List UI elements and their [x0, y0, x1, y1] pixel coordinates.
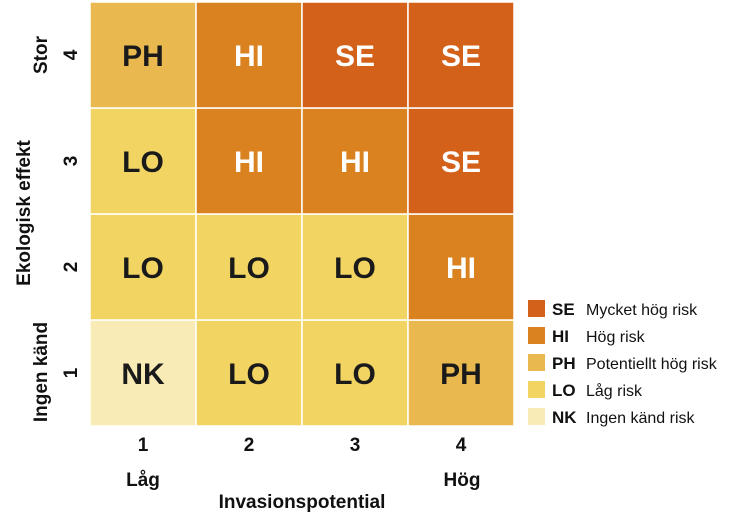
y-tick-label: 3	[61, 156, 82, 167]
y-axis-ticks: 1 2 3 4	[61, 49, 82, 378]
matrix-cell-label: LO	[334, 252, 376, 285]
matrix-cell	[195, 319, 303, 427]
legend-code: HI	[552, 327, 569, 346]
legend-label: Potentiellt hög risk	[586, 356, 718, 373]
legend-swatch	[528, 300, 545, 317]
legend-label: Hög risk	[586, 329, 646, 346]
matrix-cell	[407, 319, 515, 427]
legend-code: NK	[552, 408, 577, 427]
legend-swatch	[528, 381, 545, 398]
matrix-cell	[89, 213, 197, 321]
matrix-cell	[195, 107, 303, 215]
legend-item: NK Ingen känd risk	[528, 408, 696, 427]
x-tick-label: 2	[244, 435, 255, 456]
x-axis-ticks: 1 2 3 4	[138, 435, 467, 456]
y-axis-high-label: Stor	[31, 35, 52, 74]
x-tick-label: 3	[350, 435, 361, 456]
matrix-cell-label: HI	[234, 40, 264, 73]
y-tick-label: 4	[61, 49, 82, 60]
x-axis-title: Invasionspotential	[219, 492, 386, 513]
matrix-cell-label: LO	[122, 252, 164, 285]
matrix-cells: NK LO LO PH LO LO LO HI LO HI HI SE PH HI SE SE	[89, 1, 515, 427]
legend-code: LO	[552, 381, 576, 400]
x-axis-high-label: Hög	[444, 470, 481, 491]
legend-swatch	[528, 354, 545, 371]
legend-item: PH Potentiellt hög risk	[528, 354, 718, 373]
matrix-cell	[89, 319, 197, 427]
matrix-cell-label: LO	[228, 358, 270, 391]
matrix-cell-label: SE	[441, 146, 481, 179]
y-axis-title: Ekologisk effekt	[14, 139, 35, 285]
matrix-cell	[195, 213, 303, 321]
legend-swatch	[528, 327, 545, 344]
matrix-cell	[195, 1, 303, 109]
legend-item: SE Mycket hög risk	[528, 300, 698, 319]
matrix-cell-label: PH	[122, 40, 164, 73]
legend-code: SE	[552, 300, 575, 319]
legend-item: LO Låg risk	[528, 381, 643, 400]
x-tick-label: 1	[138, 435, 149, 456]
legend-label: Ingen känd risk	[586, 410, 696, 427]
x-tick-label: 4	[456, 435, 467, 456]
matrix-cell	[407, 107, 515, 215]
matrix-cell	[407, 213, 515, 321]
matrix-cell-label: HI	[446, 252, 476, 285]
matrix-cell-label: LO	[334, 358, 376, 391]
matrix-cell-label: NK	[121, 358, 165, 391]
matrix-cell	[407, 1, 515, 109]
matrix-cell-label: HI	[234, 146, 264, 179]
y-tick-label: 1	[61, 367, 82, 378]
matrix-cell	[301, 213, 409, 321]
matrix-cell-label: PH	[440, 358, 482, 391]
x-axis-low-label: Låg	[126, 470, 160, 491]
matrix-cell	[89, 1, 197, 109]
matrix-cell-label: LO	[122, 146, 164, 179]
legend-label: Mycket hög risk	[586, 302, 698, 319]
matrix-cell-label: LO	[228, 252, 270, 285]
matrix-cell-label: SE	[441, 40, 481, 73]
legend-code: PH	[552, 354, 576, 373]
y-tick-label: 2	[61, 262, 82, 273]
y-axis-low-label: Ingen känd	[31, 322, 52, 422]
legend-swatch	[528, 408, 545, 425]
matrix-cell-label: SE	[335, 40, 375, 73]
legend-item: HI Hög risk	[528, 327, 646, 346]
legend-label: Låg risk	[586, 382, 643, 400]
matrix-cell-label: HI	[340, 146, 370, 179]
legend: SE Mycket hög risk HI Hög risk PH Potentiellt…	[528, 300, 718, 427]
matrix-cell	[89, 107, 197, 215]
